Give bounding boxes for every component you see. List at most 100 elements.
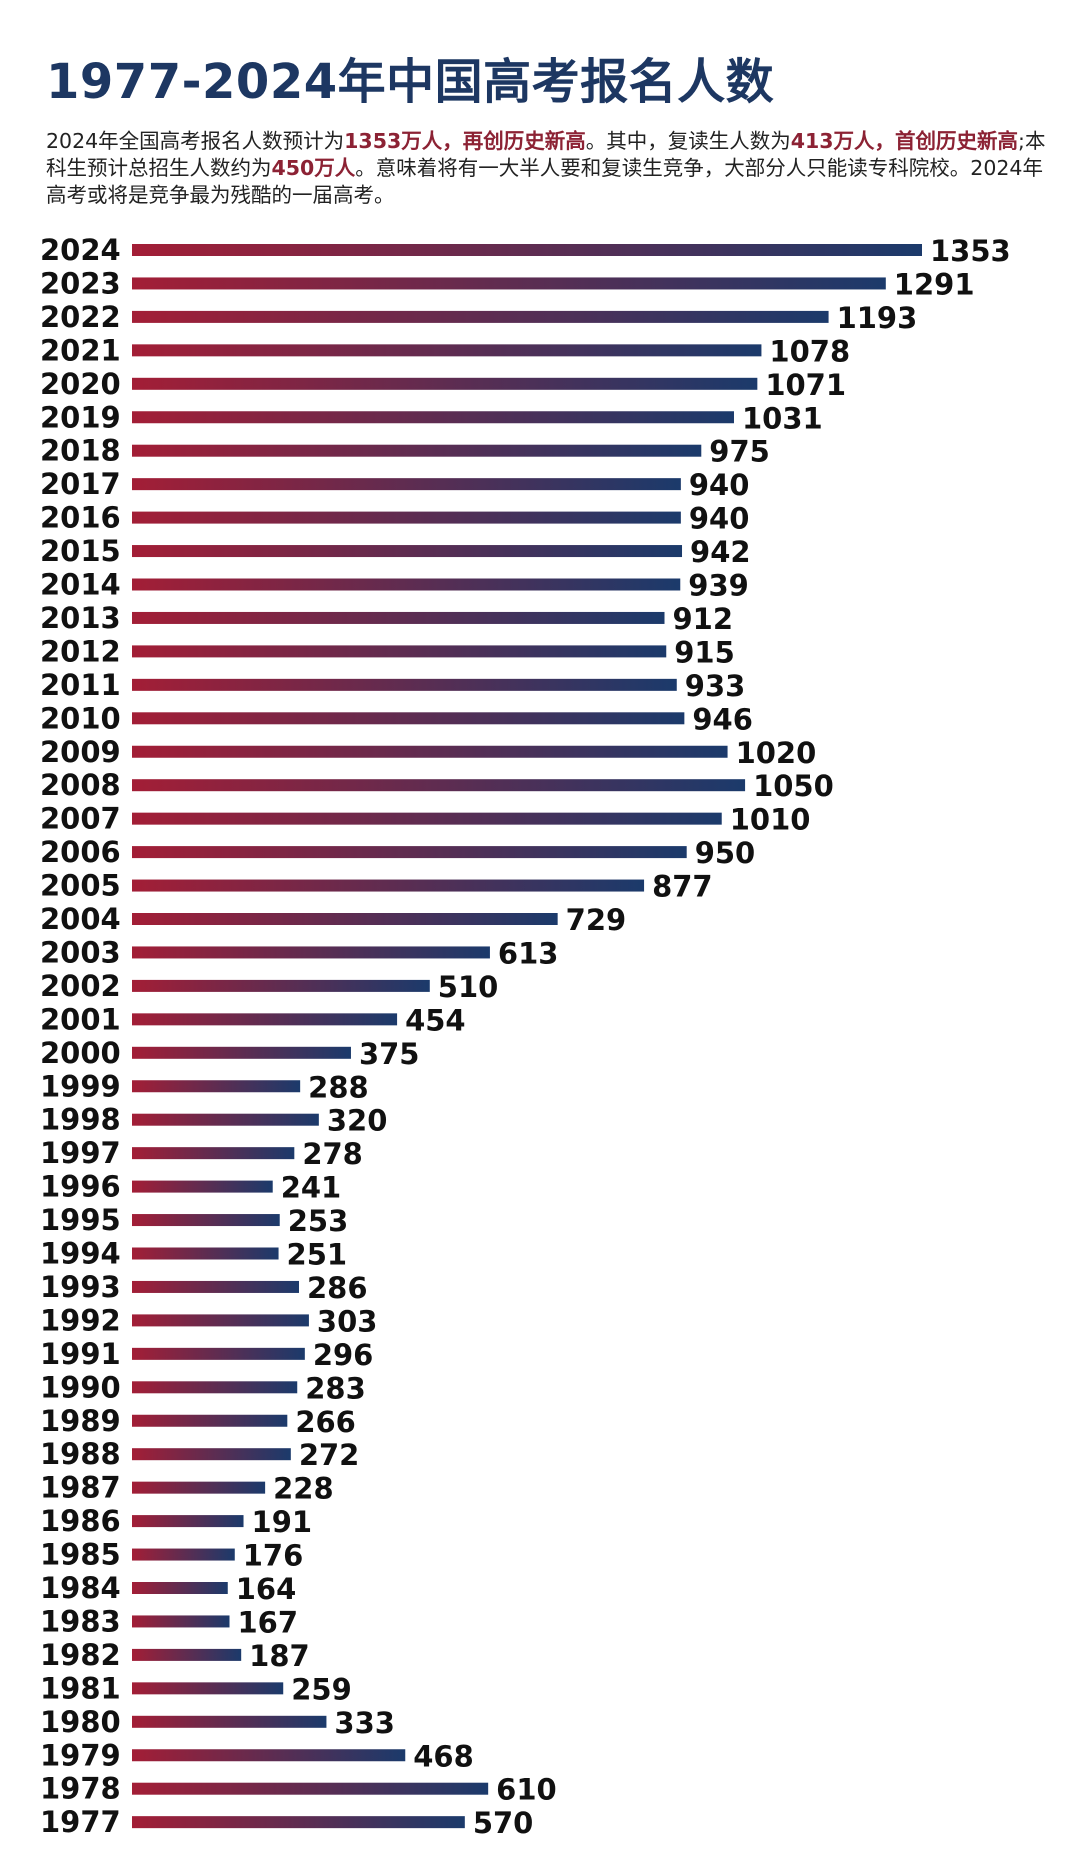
bar-2015 [132,545,683,558]
value-label: 228 [273,1472,334,1506]
value-label: 286 [307,1271,368,1305]
value-label: 251 [287,1238,348,1272]
value-label: 1050 [753,769,834,803]
year-label: 2024 [40,233,121,267]
value-label: 296 [313,1338,374,1372]
year-label: 2006 [40,835,121,869]
year-label: 1980 [40,1705,121,1739]
bar-1977 [132,1816,465,1829]
value-label: 333 [334,1706,395,1740]
year-label: 2019 [40,400,121,434]
bar-2018 [132,444,702,457]
bar-1988 [132,1448,291,1461]
value-label: 912 [673,602,734,636]
year-label: 1978 [40,1772,121,1806]
value-label: 272 [299,1438,360,1472]
year-label: 1997 [40,1136,121,1170]
value-label: 933 [685,669,746,703]
bar-2016 [132,511,681,524]
bar-1984 [132,1582,228,1594]
bar-1995 [132,1214,280,1227]
year-label: 1981 [40,1671,121,1705]
year-label: 1990 [40,1370,121,1404]
year-label: 1992 [40,1303,121,1337]
year-label: 2016 [40,501,121,535]
bar-2017 [132,478,681,491]
year-label: 1991 [40,1337,121,1371]
bar-1978 [132,1782,489,1795]
value-label: 1071 [765,368,846,402]
year-label: 2022 [40,300,121,334]
value-label: 468 [413,1739,474,1773]
value-label: 454 [405,1003,466,1037]
bar-1979 [132,1749,406,1762]
value-label: 320 [327,1104,388,1138]
bar-2024 [132,244,922,256]
value-label: 266 [295,1405,356,1439]
year-label: 2004 [40,902,121,936]
bar-2003 [132,946,490,959]
bar-2010 [132,712,685,725]
year-label: 2021 [40,333,121,367]
year-label: 2011 [40,668,121,702]
bar-1999 [132,1080,301,1093]
year-label: 2017 [40,467,121,501]
value-label: 303 [317,1304,378,1338]
year-label: 1988 [40,1437,121,1471]
bar-1982 [132,1648,242,1661]
intro-text-1: 2024年全国高考报名人数预计为 [46,129,345,153]
intro-paragraph: 2024年全国高考报名人数预计为1353万人，再创历史新高。其中，复读生人数为4… [46,128,1046,209]
bar-1994 [132,1247,279,1260]
year-label: 1984 [40,1571,121,1605]
value-label: 940 [689,468,750,502]
bar-2002 [132,979,430,992]
value-label: 510 [438,970,499,1004]
value-label: 915 [674,635,735,669]
bar-2012 [132,645,667,658]
bar-2011 [132,678,677,691]
value-label: 570 [473,1806,534,1840]
year-label: 2018 [40,434,121,468]
value-label: 942 [690,535,751,569]
bar-2004 [132,913,558,925]
year-label: 2008 [40,768,121,802]
bar-2019 [132,411,734,424]
value-label: 939 [688,569,749,603]
value-label: 259 [291,1672,352,1706]
value-label: 241 [281,1171,342,1205]
year-label: 2002 [40,969,121,1003]
value-label: 975 [709,435,770,469]
value-label: 1031 [742,401,823,435]
bar-1983 [132,1615,230,1628]
year-label: 1977 [40,1805,121,1839]
value-label: 950 [695,836,756,870]
year-label: 1996 [40,1170,121,1204]
year-label: 2013 [40,601,121,635]
year-label: 1998 [40,1103,121,1137]
value-label: 729 [566,903,627,937]
bar-2014 [132,578,681,591]
year-label: 2010 [40,701,121,735]
value-label: 288 [308,1070,369,1104]
bar-1989 [132,1414,288,1427]
intro-highlight-repeaters: 413万人，首创历史新高 [790,129,1019,153]
bar-1985 [132,1548,235,1561]
year-label: 2003 [40,935,121,969]
bar-2008 [132,779,746,792]
value-label: 283 [305,1371,366,1405]
value-label: 946 [692,702,753,736]
year-label: 1993 [40,1270,121,1304]
page-title: 1977-2024年中国高考报名人数 [46,54,775,110]
year-label: 2020 [40,367,121,401]
bar-1987 [132,1481,266,1494]
intro-text-2: 。其中，复读生人数为 [585,129,791,153]
bar-2005 [132,879,645,892]
intro-text-3: ;本科生预计总招生人数约为 [46,129,1046,180]
bar-1990 [132,1381,298,1394]
value-label: 1291 [894,267,975,301]
value-label: 191 [252,1505,313,1539]
year-label: 1999 [40,1069,121,1103]
value-label: 613 [498,936,559,970]
value-label: 1193 [837,301,918,335]
